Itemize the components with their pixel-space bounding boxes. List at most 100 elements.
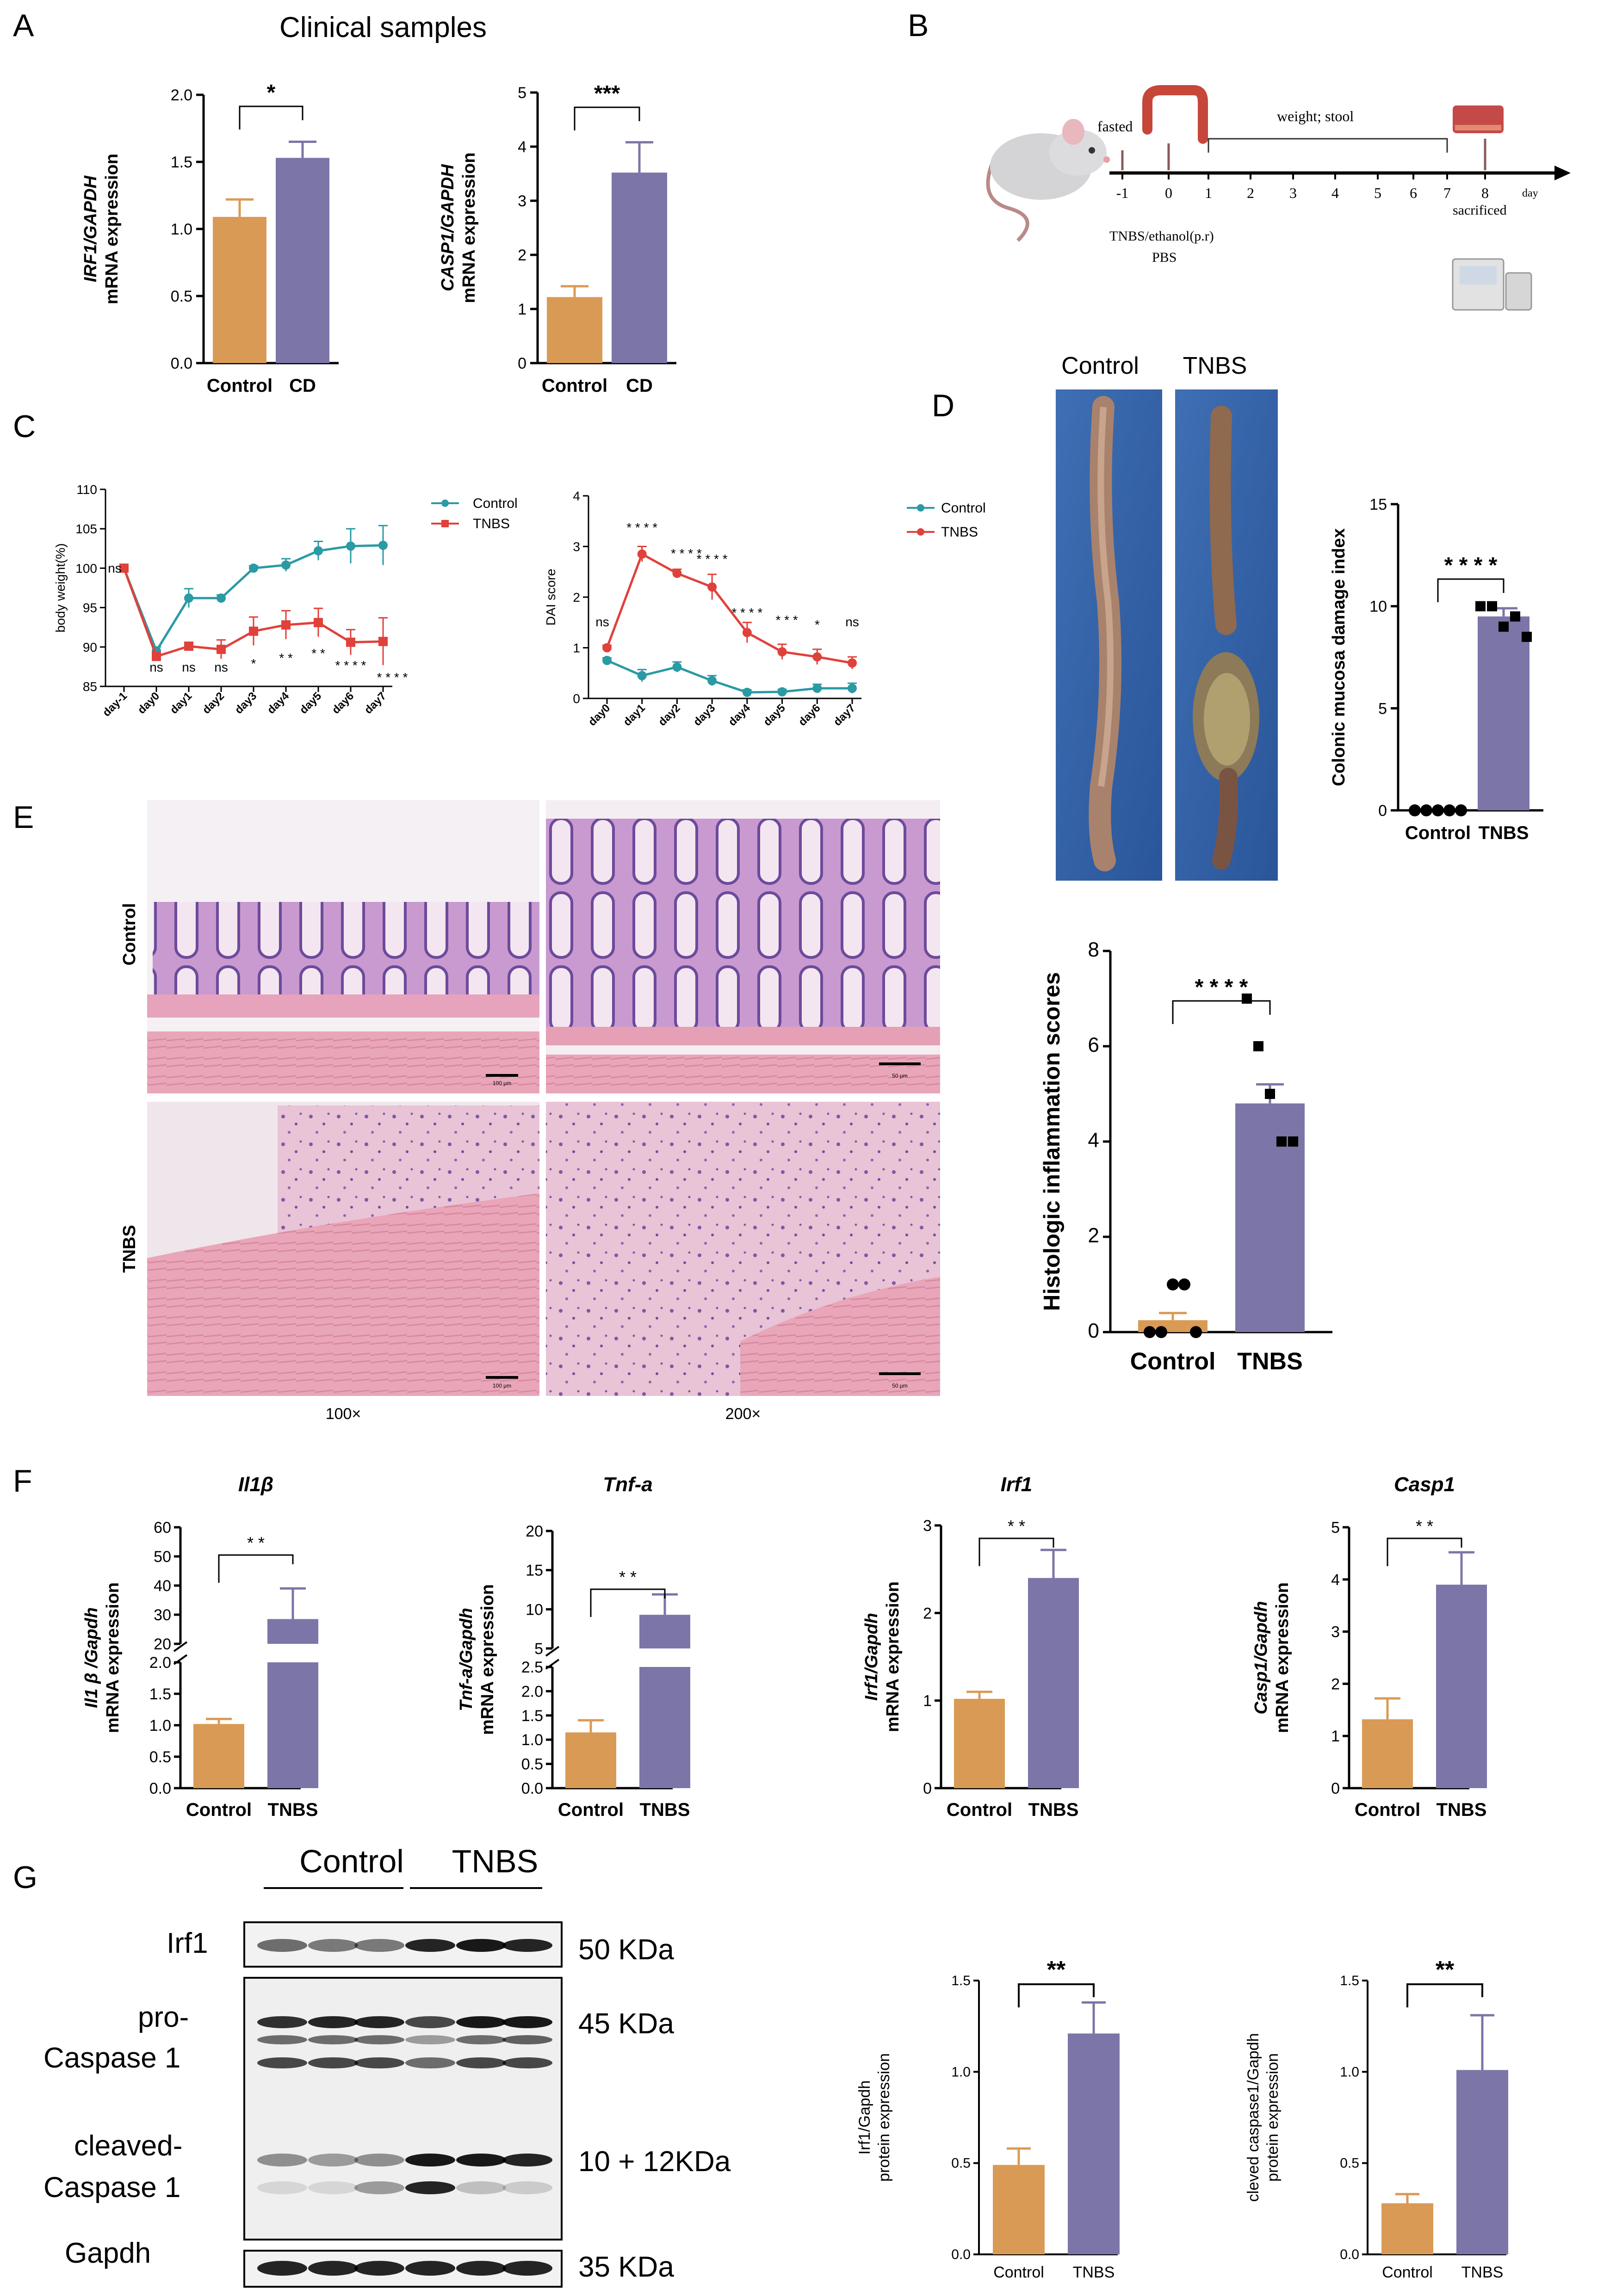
band-irf1 — [308, 1939, 358, 1952]
band-irf1 — [502, 1939, 552, 1952]
weight-bracket — [1208, 138, 1448, 153]
data-point — [672, 662, 682, 672]
x-tick-label: day6 — [796, 702, 823, 728]
significance-label: ns — [595, 615, 609, 629]
bar-control — [213, 216, 266, 363]
data-point — [1190, 1326, 1202, 1338]
band-cleaved-caspase1-lower — [456, 2181, 506, 2194]
band-gapdh — [257, 2261, 307, 2276]
band-pro-caspase1-mid — [502, 2035, 552, 2044]
y-tick-label: 0.0 — [171, 355, 192, 372]
x-tick-label: day0 — [586, 702, 613, 728]
sacrificed-label: sacrificed — [1453, 203, 1507, 218]
data-point — [281, 620, 291, 630]
bar-control — [565, 1732, 616, 1788]
blot-group-tnbs: TNBS — [452, 1843, 539, 1879]
category-label: Control — [186, 1800, 252, 1820]
chart-title: Casp1 — [1394, 1473, 1455, 1496]
x-tick-label: day3 — [691, 702, 718, 728]
chart-caspase1-protein: 0.0 0.5 1.0 1.5 Control TNBS ** cleved caspase1… — [1245, 1957, 1508, 2281]
y-tick-label: 0.5 — [521, 1756, 543, 1773]
y-tick-label: 85 — [83, 679, 97, 694]
panel-letter-e: E — [13, 800, 34, 835]
band-cleaved-caspase1-lower — [405, 2181, 455, 2194]
panel-letter-c: C — [13, 409, 36, 444]
data-point — [1475, 601, 1486, 611]
y-axis-label: cleved caspase1/Gapdh — [1245, 2033, 1262, 2202]
chart-histologic-score: 0 2 4 6 8 Control TNBS * * * * Histologic inflam… — [1039, 938, 1332, 1375]
data-point — [1443, 804, 1455, 816]
size-label-35: 35 KDa — [578, 2251, 674, 2283]
y-axis-label: Casp1/Gapdh — [1251, 1601, 1271, 1715]
x-tick-label: day2 — [656, 702, 683, 728]
chart-title: Tnf-a — [603, 1473, 653, 1496]
panel-a-title: Clinical samples — [279, 12, 487, 43]
panel-e: E Control TNBS 100 μm 50 μm 100 μm — [13, 800, 1332, 1423]
y-tick-label: 1.0 — [521, 1731, 543, 1749]
y-axis-label: Irf1/Gapdh — [856, 2080, 873, 2155]
band-gapdh — [456, 2261, 506, 2276]
bar-control — [547, 297, 602, 363]
panel-letter-g: G — [13, 1860, 37, 1895]
bar-tnbs — [1478, 616, 1530, 810]
timeline-day-label: 1 — [1205, 185, 1212, 201]
data-point — [184, 593, 193, 603]
y-tick-label: 0 — [923, 1780, 932, 1797]
y-axis-label: Il1 β /Gapdh — [82, 1607, 101, 1708]
band-pro-caspase1-mid — [257, 2035, 307, 2044]
y-tick-label: 2.0 — [149, 1654, 171, 1672]
panel-g: G Control TNBS Irf1 pro- Caspase 1 cleav… — [13, 1843, 1508, 2288]
y-axis-label-2: Histologic inflammation scores — [1039, 972, 1065, 1311]
category-label: Control — [542, 376, 607, 396]
band-cleaved-caspase1 — [308, 2154, 358, 2166]
significance-label: * * — [1008, 1517, 1025, 1536]
chart-il1b: 0.0 0.5 1.0 1.5 2.020 30 40 50 60 Control TNBS * * I… — [82, 1473, 318, 1820]
band-gapdh — [405, 2261, 455, 2276]
y-tick-label: 1 — [573, 641, 580, 655]
y-tick-label: 1.0 — [951, 2064, 971, 2080]
y-tick-label: 2 — [518, 247, 526, 264]
category-label: TNBS — [268, 1800, 318, 1820]
category-label: Control — [558, 1800, 624, 1820]
y-tick-label: 0 — [573, 691, 580, 706]
bar-tnbs-high — [639, 1615, 690, 1648]
y-axis-label-2: protein expression — [875, 2053, 893, 2182]
timeline-days: -1 0 1 2 3 4 5 6 7 8 — [1116, 173, 1489, 201]
panel-letter-d: D — [932, 388, 954, 423]
legend-dai-control: Control — [941, 500, 986, 516]
data-point — [249, 626, 258, 636]
band-label-gapdh: Gapdh — [65, 2237, 151, 2269]
data-point — [1288, 1136, 1298, 1147]
category-label: TNBS — [1073, 2264, 1115, 2281]
day-unit-label: day — [1522, 187, 1538, 199]
y-tick-label: 0.0 — [149, 1780, 171, 1797]
data-point — [1409, 804, 1421, 816]
colon-photo-tnbs — [1175, 389, 1278, 881]
panel-a: A Clinical samples 0.0 0.5 1.0 1.5 2.0 Contro… — [13, 8, 676, 396]
treatment-label: TNBS/ethanol(p.r) — [1109, 228, 1214, 244]
data-point — [184, 642, 193, 651]
significance-bracket — [239, 105, 303, 130]
category-label: TNBS — [1437, 1800, 1487, 1820]
scale-label-2: 50 μm — [892, 1073, 908, 1079]
data-point — [249, 563, 258, 573]
chart-title: Il1β — [238, 1473, 273, 1496]
y-tick-label: 30 — [154, 1606, 171, 1624]
significance-bracket — [1387, 1537, 1462, 1566]
y-tick-label: 1.5 — [521, 1707, 543, 1725]
timeline-day-label: 2 — [1247, 185, 1254, 201]
y-tick-label: 3 — [923, 1517, 932, 1535]
y-tick-label: 2 — [573, 590, 580, 605]
y-tick-label: 1.0 — [149, 1717, 171, 1734]
timeline-day-label: 0 — [1165, 185, 1172, 201]
y-axis-label: CASP1/GAPDH — [438, 164, 458, 291]
band-irf1 — [354, 1939, 404, 1952]
data-point — [314, 617, 323, 627]
category-label: TNBS — [1479, 823, 1529, 843]
band-cleaved-caspase1-lower — [354, 2181, 404, 2194]
band-pro-caspase1-lower — [405, 2057, 455, 2068]
panel-letter-b: B — [908, 8, 929, 43]
bar-cd — [612, 173, 667, 363]
instrument-icon — [1452, 258, 1532, 311]
scale-label-4: 50 μm — [892, 1383, 908, 1389]
